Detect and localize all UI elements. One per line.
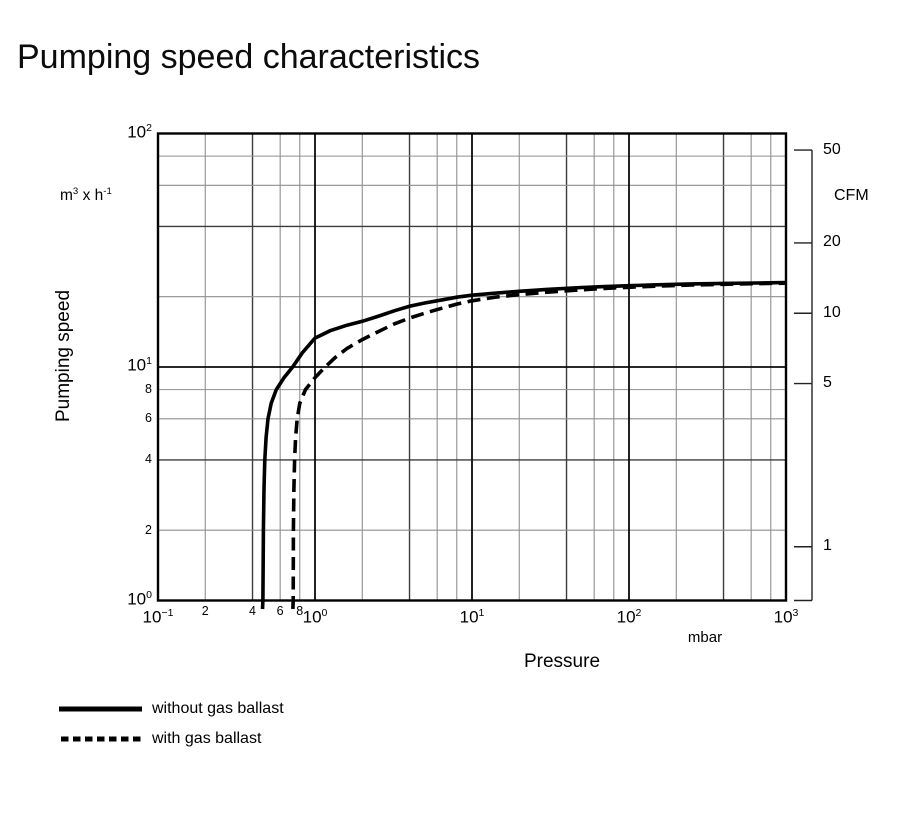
plot-border bbox=[156, 132, 788, 602]
y-minor-tick-label-8: 8 bbox=[145, 382, 152, 397]
x-tick-label-10e3: 103 bbox=[773, 607, 799, 627]
y-minor-tick-label-2: 2 bbox=[145, 522, 152, 537]
y2-tick-label-10: 10 bbox=[823, 303, 841, 321]
y-tick-label-10e1: 101 bbox=[127, 355, 152, 375]
y2-tick-label-20: 20 bbox=[823, 233, 841, 251]
curve-without-gas-ballast bbox=[260, 280, 787, 610]
x-minor-tick-label-6: 6 bbox=[276, 604, 284, 618]
y-axis-unit-label: m3 x h-1 bbox=[60, 186, 112, 205]
grid-major-lines bbox=[158, 133, 786, 601]
legend: without gas ballast with gas ballast bbox=[58, 694, 284, 754]
x-tick-label-10e1: 101 bbox=[459, 607, 485, 627]
legend-item-with-gas-ballast: with gas ballast bbox=[58, 724, 284, 754]
x-tick-label-10e2: 102 bbox=[616, 607, 642, 627]
curve-with-gas-ballast bbox=[291, 281, 787, 610]
legend-dashed-line-swatch bbox=[61, 736, 142, 742]
y2-tick-label-1: 1 bbox=[823, 537, 832, 555]
page-title: Pumping speed characteristics bbox=[17, 38, 481, 76]
x-axis-title: Pressure bbox=[523, 651, 601, 672]
x-tick-label-10e0: 100 bbox=[302, 607, 328, 627]
legend-label: with gas ballast bbox=[152, 730, 262, 747]
x-minor-tick-label-4: 4 bbox=[249, 604, 256, 618]
legend-item-without-gas-ballast: without gas ballast bbox=[58, 694, 284, 724]
y2-tick-label-5: 5 bbox=[823, 374, 832, 392]
y-minor-tick-label-6: 6 bbox=[145, 411, 152, 426]
y2-axis-unit-label: CFM bbox=[834, 187, 869, 204]
y-tick-label-10e0: 100 bbox=[127, 588, 152, 609]
y-tick-label-10e2: 102 bbox=[127, 121, 152, 142]
x-minor-tick-label-2: 2 bbox=[201, 604, 209, 618]
cfm-axis-ruler bbox=[794, 149, 813, 602]
x-tick-label-10e-1: 10−1 bbox=[142, 607, 174, 627]
legend-label: without gas ballast bbox=[152, 700, 284, 717]
y-axis-title: Pumping speed bbox=[53, 289, 74, 423]
y2-tick-label-50: 50 bbox=[823, 140, 841, 158]
y-minor-tick-label-4: 4 bbox=[145, 452, 152, 467]
legend-solid-line-swatch bbox=[59, 706, 142, 712]
x-axis-unit-label: mbar bbox=[687, 629, 723, 646]
x-minor-tick-label-8: 8 bbox=[296, 604, 304, 618]
